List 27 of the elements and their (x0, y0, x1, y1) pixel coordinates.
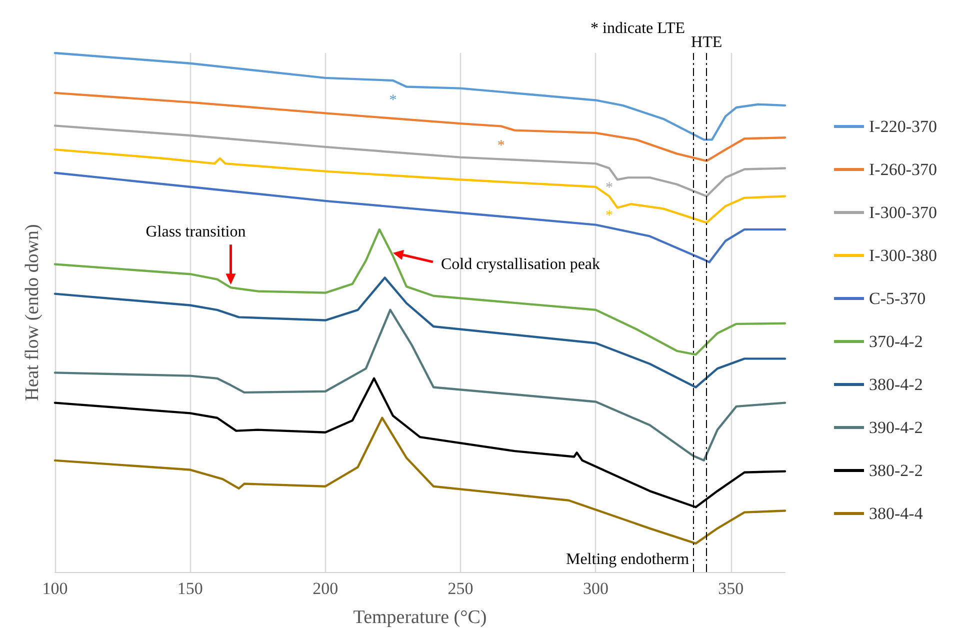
x-tick-label: 250 (448, 579, 474, 598)
annotation: * (606, 208, 614, 224)
x-tick-label: 100 (42, 579, 68, 598)
x-tick-label: 300 (582, 579, 608, 598)
legend-label: 380-4-2 (869, 375, 923, 394)
x-axis-title: Temperature (°C) (353, 607, 487, 628)
text: * indicate LTE (590, 20, 685, 37)
annotation: * (497, 138, 505, 154)
ref-line-label: Melting endotherm (566, 551, 690, 568)
annotation: * (389, 92, 397, 109)
y-axis-title: Heat flow (endo down) (22, 224, 43, 401)
x-tick-label: 200 (312, 579, 338, 598)
legend-label: C-5-370 (869, 289, 926, 308)
legend-label: 380-4-4 (869, 504, 924, 523)
legend-label: I-300-380 (869, 246, 937, 265)
ref-line-label: HTE (691, 34, 722, 51)
legend-label: I-300-370 (869, 203, 937, 222)
legend-label: I-260-370 (869, 160, 937, 179)
legend-label: 380-2-2 (869, 461, 923, 480)
legend-label: 390-4-2 (869, 418, 923, 437)
annotation: Cold crystallisation peak (440, 256, 600, 273)
x-tick-label: 350 (718, 579, 744, 598)
annotation: Glass transition (146, 224, 246, 241)
legend-label: 370-4-2 (869, 332, 923, 351)
x-tick-label: 150 (177, 579, 203, 598)
legend-label: I-220-370 (869, 117, 937, 136)
annotation: * (606, 180, 614, 196)
